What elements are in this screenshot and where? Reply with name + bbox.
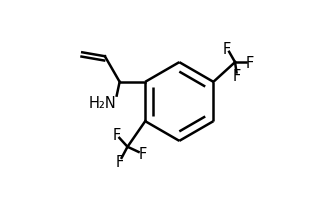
Text: F: F bbox=[246, 55, 254, 70]
Text: F: F bbox=[233, 69, 241, 84]
Text: F: F bbox=[138, 146, 146, 161]
Text: H₂N: H₂N bbox=[89, 95, 117, 110]
Text: F: F bbox=[113, 128, 121, 143]
Text: F: F bbox=[116, 154, 124, 169]
Text: F: F bbox=[223, 42, 231, 57]
